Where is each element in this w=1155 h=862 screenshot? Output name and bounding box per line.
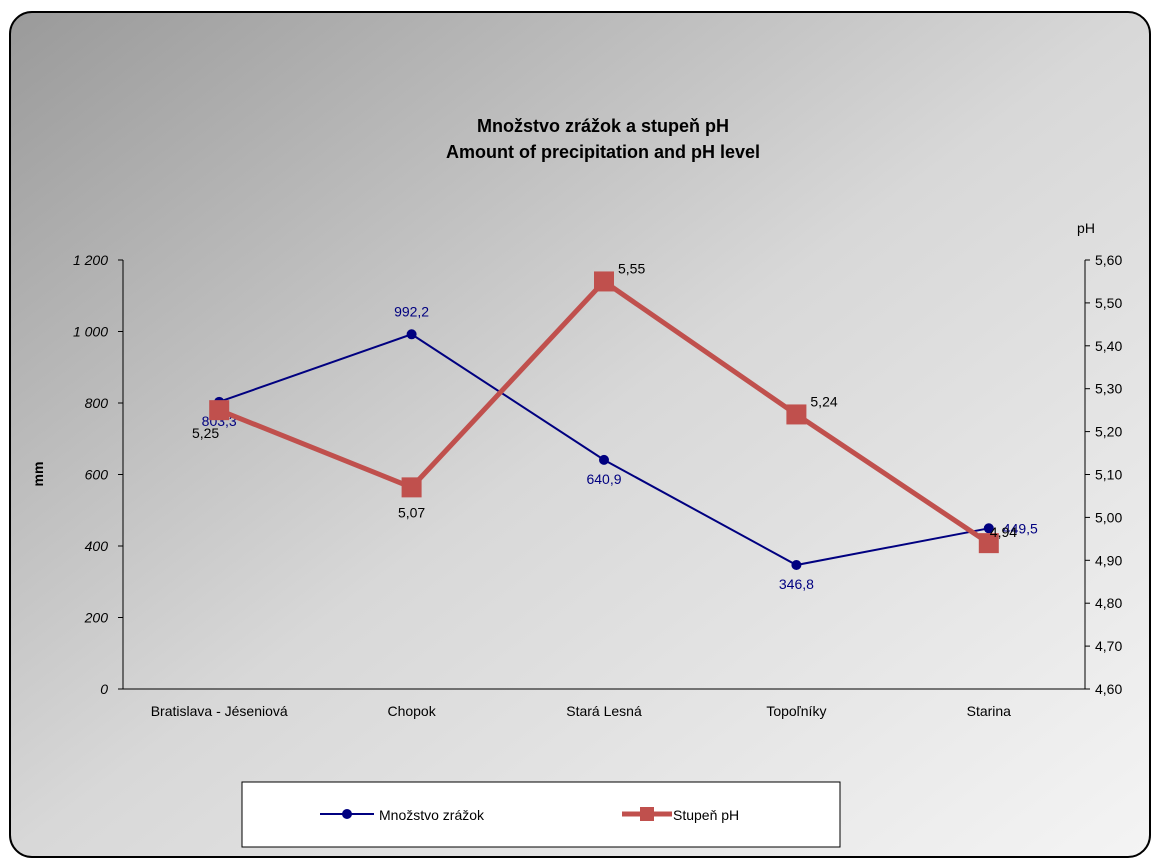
ph-marker [786, 404, 807, 425]
y-right-tick-label: 4,80 [1095, 595, 1122, 611]
ph-marker [978, 533, 999, 554]
legend: Množstvo zrážok Stupeň pH [241, 781, 841, 848]
x-category-label: Topoľníky [766, 703, 826, 719]
y-left-tick-label: 800 [85, 395, 109, 411]
plot-area: 803,3992,2640,9346,8449,55,255,075,555,2… [192, 260, 1038, 592]
y-left-tick-label: 1 200 [73, 252, 108, 268]
ph-marker [209, 400, 230, 421]
chart-title-line-1: Množstvo zrážok a stupeň pH [477, 116, 729, 136]
chart-title-line-2: Amount of precipitation and pH level [446, 142, 760, 162]
y-right-tick-label: 5,60 [1095, 252, 1122, 268]
x-category-label: Chopok [387, 703, 436, 719]
y-right-tick-label: 4,70 [1095, 638, 1122, 654]
y-right-tick-label: 5,40 [1095, 338, 1122, 354]
legend-marker-precipitation [342, 809, 352, 819]
y-left-tick-label: 400 [85, 538, 109, 554]
ph-data-label: 5,25 [192, 425, 219, 441]
ph-data-label: 5,55 [618, 260, 645, 276]
legend-marker-ph [640, 807, 654, 821]
precipitation-data-label: 346,8 [779, 576, 814, 592]
axes: 0 200 400 600 800 1 000 1 200 4,60 4,70 4,80 4,90 5… [30, 220, 1122, 719]
y-left-axis-title: mm [30, 462, 46, 487]
y-right-axis-title: pH [1077, 220, 1095, 236]
ph-marker [594, 271, 614, 292]
y-right-tick-label: 4,60 [1095, 681, 1122, 697]
precipitation-data-label: 449,5 [1003, 520, 1038, 536]
precipitation-data-label: 992,2 [394, 303, 429, 319]
y-left-tick-label: 600 [85, 467, 109, 483]
legend-label-precipitation: Množstvo zrážok [379, 807, 485, 823]
precipitation-marker [983, 523, 994, 534]
ph-data-label: 4,94 [990, 524, 1017, 540]
y-right-tick-label: 5,20 [1095, 424, 1122, 440]
y-left-tick-label: 200 [84, 610, 109, 626]
precipitation-data-label: 640,9 [586, 471, 621, 487]
y-right-tick-label: 5,10 [1095, 467, 1122, 483]
x-category-label: Starina [967, 703, 1012, 719]
precipitation-marker [791, 560, 802, 571]
y-right-tick-label: 5,50 [1095, 295, 1122, 311]
y-right-tick-label: 5,30 [1095, 381, 1122, 397]
precipitation-marker [599, 454, 609, 465]
ph-data-label: 5,24 [810, 393, 837, 409]
x-category-label: Bratislava - Jéseniová [151, 703, 288, 719]
precipitation-marker [406, 329, 417, 340]
legend-label-ph: Stupeň pH [673, 807, 739, 823]
chart-area-background [9, 11, 1151, 858]
y-left-tick-label: 0 [100, 681, 108, 697]
y-right-tick-label: 4,90 [1095, 552, 1122, 568]
x-category-label: Stará Lesná [566, 703, 642, 719]
y-right-tick-label: 5,00 [1095, 509, 1122, 525]
y-left-tick-label: 1 000 [73, 324, 108, 340]
ph-data-label: 5,07 [398, 504, 425, 520]
ph-marker [401, 477, 422, 498]
